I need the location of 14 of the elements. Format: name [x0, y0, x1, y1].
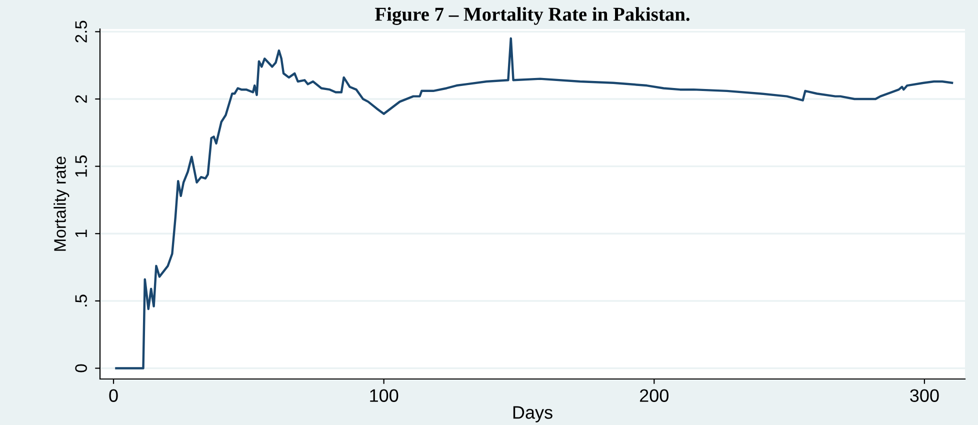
y-tick-label: 2.5 — [75, 20, 87, 42]
y-tick-label: 2 — [75, 95, 87, 103]
line-series — [115, 37, 954, 370]
chart-title: Figure 7 – Mortality Rate in Pakistan. — [375, 7, 690, 25]
y-axis-title: Mortality rate — [54, 156, 70, 251]
x-tick-label: 200 — [640, 389, 668, 402]
x-tick-label: 0 — [109, 389, 118, 402]
y-tick-label: 1.5 — [75, 155, 87, 177]
y-tick-label: .5 — [75, 294, 87, 306]
x-tick-label: 300 — [910, 389, 939, 402]
x-axis-title: Days — [513, 406, 552, 422]
y-tick-label: 1 — [75, 230, 87, 237]
y-tick-label: 0 — [75, 364, 87, 372]
x-tick-label: 100 — [370, 389, 398, 402]
